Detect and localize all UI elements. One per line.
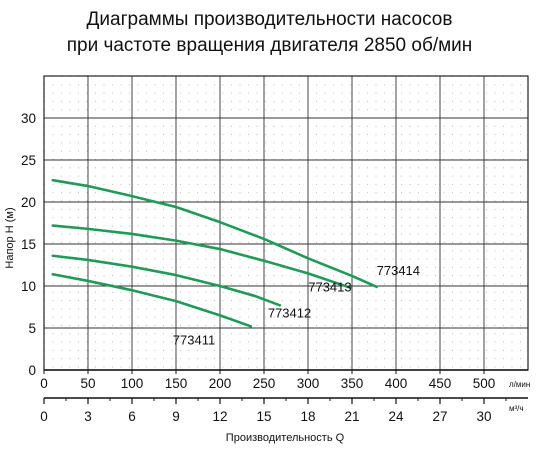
x-tick-label: 500 bbox=[473, 376, 496, 391]
chart-title-line-1: Диаграммы производительности насосов bbox=[86, 9, 453, 30]
x-axis-unit-secondary: м³/ч bbox=[509, 404, 524, 413]
series-label-773412: 773412 bbox=[268, 305, 311, 320]
x-tick-label: 0 bbox=[40, 376, 48, 391]
chart-title-line-2: при частоте вращения двигателя 2850 об/м… bbox=[66, 35, 473, 56]
x2-tick-label: 24 bbox=[388, 409, 404, 424]
x-tick-label: 150 bbox=[165, 376, 188, 391]
x2-tick-label: 12 bbox=[212, 409, 227, 424]
x-tick-label: 200 bbox=[209, 376, 232, 391]
x2-tick-label: 30 bbox=[476, 409, 491, 424]
series-label-773414: 773414 bbox=[377, 263, 420, 278]
x-tick-label: 350 bbox=[341, 376, 364, 391]
x2-tick-label: 27 bbox=[432, 409, 447, 424]
x2-tick-label: 9 bbox=[172, 409, 180, 424]
y-tick-label: 15 bbox=[21, 237, 36, 252]
series-label-773411: 773411 bbox=[173, 332, 215, 347]
series-lines: 773411 773412 773413 773414 bbox=[51, 178, 420, 347]
x2-tick-label: 0 bbox=[40, 409, 48, 424]
y-tick-label: 10 bbox=[21, 279, 36, 294]
x-tick-label: 50 bbox=[80, 376, 95, 391]
x2-tick-label: 6 bbox=[128, 409, 136, 424]
dotted-minor-grid bbox=[44, 76, 528, 370]
plot-area bbox=[44, 76, 528, 370]
x-tick-label: 300 bbox=[297, 376, 320, 391]
y-tick-label: 30 bbox=[21, 111, 36, 126]
x-tick-label: 250 bbox=[253, 376, 276, 391]
x-axis-label: Производительность Q bbox=[226, 432, 345, 444]
x2-tick-label: 18 bbox=[300, 409, 315, 424]
x-tick-label: 450 bbox=[429, 376, 452, 391]
x-axis-unit-primary: л/мин bbox=[509, 380, 530, 389]
axes bbox=[43, 369, 528, 404]
x2-tick-label: 21 bbox=[344, 409, 359, 424]
y-axis-label: Напор H (м) bbox=[4, 207, 16, 268]
series-label-773413: 773413 bbox=[308, 280, 351, 295]
series-line-773414 bbox=[51, 178, 378, 289]
series-line-773411 bbox=[51, 272, 253, 328]
x-tick-label: 400 bbox=[385, 376, 408, 391]
x2-tick-label: 3 bbox=[84, 409, 92, 424]
y-tick-label: 5 bbox=[28, 321, 36, 336]
x-tick-label: 100 bbox=[121, 376, 144, 391]
y-tick-label: 25 bbox=[21, 153, 36, 168]
y-tick-label: 20 bbox=[21, 195, 36, 210]
x2-tick-label: 15 bbox=[256, 409, 271, 424]
series-line-773413 bbox=[51, 224, 352, 289]
series-line-773412 bbox=[51, 254, 282, 307]
y-tick-label: 0 bbox=[28, 363, 36, 378]
